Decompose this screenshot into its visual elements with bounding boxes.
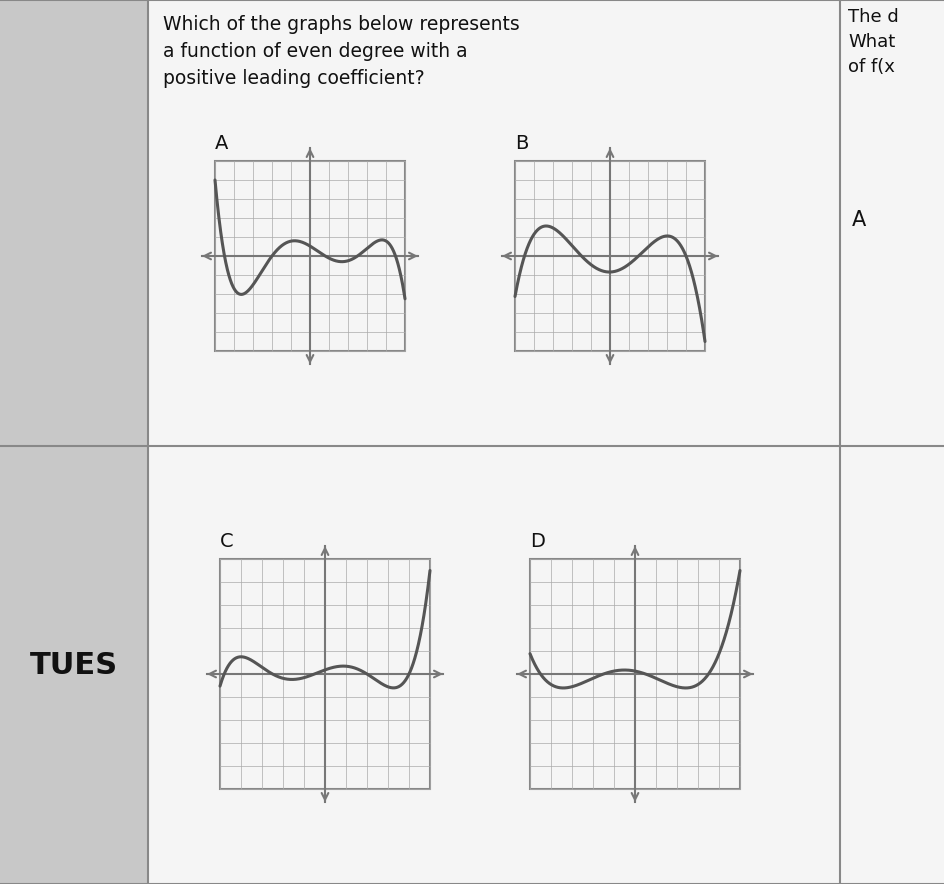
Bar <box>215 161 405 351</box>
Text: B: B <box>514 134 528 153</box>
Text: of f(x: of f(x <box>847 58 894 76</box>
Text: What: What <box>847 33 894 51</box>
Bar <box>220 559 430 789</box>
Bar <box>839 0 944 884</box>
Text: Which of the graphs below represents
a function of even degree with a
positive l: Which of the graphs below represents a f… <box>162 15 519 88</box>
Text: C: C <box>220 532 233 551</box>
Text: D: D <box>530 532 545 551</box>
Bar <box>530 559 739 789</box>
Text: The d: The d <box>847 8 898 26</box>
Text: TUES: TUES <box>30 651 118 680</box>
Text: A: A <box>215 134 228 153</box>
Text: A: A <box>851 210 866 230</box>
Bar <box>514 161 704 351</box>
Bar <box>148 0 839 884</box>
